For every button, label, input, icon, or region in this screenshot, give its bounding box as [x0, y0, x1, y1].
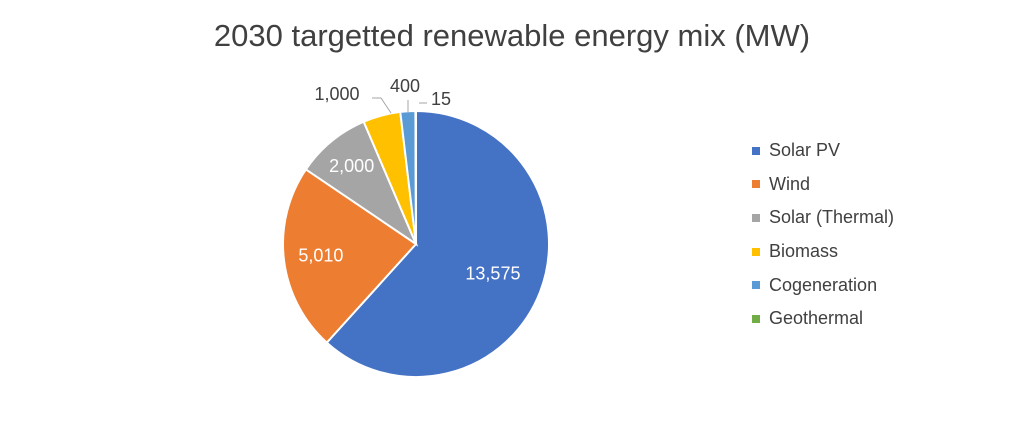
data-label-biomass: 1,000 — [314, 84, 359, 104]
legend-item-solar-pv: Solar PV — [752, 134, 894, 168]
legend-item-geothermal: Geothermal — [752, 302, 894, 336]
leader-line-biomass — [372, 97, 392, 114]
legend-label: Wind — [769, 173, 811, 194]
legend-label: Biomass — [769, 241, 839, 262]
data-label-wind: 5,010 — [298, 245, 343, 265]
legend-label: Solar (Thermal) — [769, 207, 895, 228]
legend-label: Cogeneration — [769, 274, 878, 295]
legend-swatch — [752, 281, 760, 290]
data-label-solar-pv: 13,575 — [465, 264, 520, 284]
legend-swatch — [752, 213, 760, 222]
pie-slice-geothermal — [414, 109, 417, 245]
legend-label: Geothermal — [769, 308, 864, 329]
legend-swatch — [752, 146, 760, 155]
data-label-geothermal: 15 — [431, 89, 451, 109]
legend-label: Solar PV — [769, 140, 841, 161]
legend-item-wind: Wind — [752, 168, 894, 202]
legend-item-biomass: Biomass — [752, 235, 894, 269]
pie-slice-solar-pv — [325, 109, 550, 378]
pie-slice-wind — [282, 168, 418, 345]
legend-swatch — [752, 247, 760, 256]
legend-item-solar-thermal: Solar (Thermal) — [752, 201, 894, 235]
legend-swatch — [752, 314, 760, 323]
legend: Solar PV Wind Solar (Thermal) Biomass Cogene… — [752, 134, 894, 336]
chart-title: 2030 targetted renewable energy mix (MW) — [213, 18, 811, 53]
legend-swatch — [752, 180, 760, 189]
data-label-solar-thermal: 2,000 — [329, 156, 374, 176]
legend-item-cogeneration: Cogeneration — [752, 268, 894, 302]
data-label-cogeneration: 400 — [390, 76, 420, 96]
